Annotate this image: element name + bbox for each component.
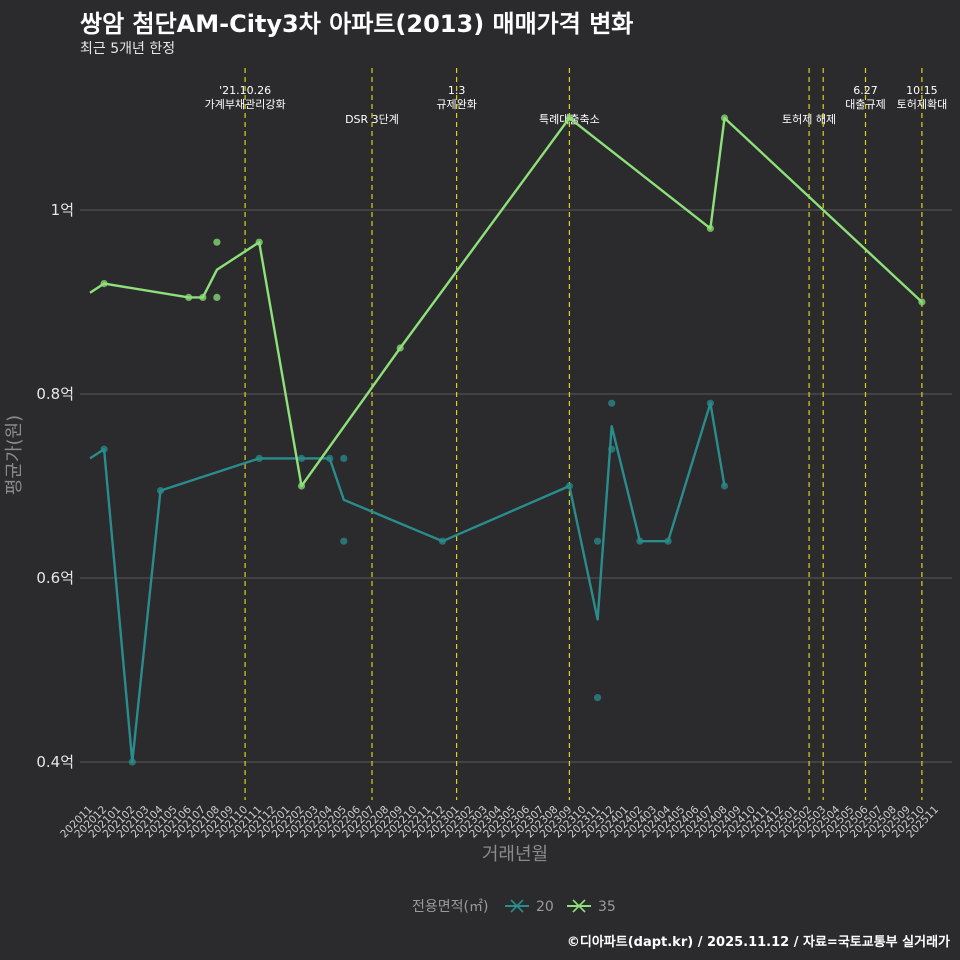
data-point-20 <box>255 454 263 462</box>
legend-label-20: 20 <box>536 899 554 915</box>
data-point-20 <box>594 694 602 702</box>
y-axis-label: 평균가(원) <box>4 415 25 495</box>
y-tick-label: 1억 <box>51 201 74 219</box>
data-point-35 <box>706 224 715 232</box>
event-label: 6.27 <box>853 84 878 97</box>
data-point-20 <box>565 482 574 490</box>
data-point-35 <box>100 280 108 288</box>
y-axis-ticks: 0.4억 0.6억 0.8억 1억 <box>36 201 74 771</box>
data-point-20 <box>608 399 616 407</box>
event-label: 1.3 <box>448 84 466 97</box>
y-tick-label: 0.8억 <box>36 385 74 403</box>
legend-label-35: 35 <box>598 899 616 915</box>
data-point-20 <box>297 454 306 462</box>
legend-key-mark-20 <box>510 899 524 913</box>
legend-key-mark-35 <box>572 899 586 913</box>
event-label: DSR 3단계 <box>345 113 399 126</box>
y-tick-label: 0.4억 <box>36 753 74 771</box>
data-point-20 <box>128 758 136 766</box>
event-label: 토허제 해제 <box>782 112 836 126</box>
data-point-35 <box>185 293 193 301</box>
grid-layer <box>80 209 952 763</box>
data-point-35 <box>565 114 574 122</box>
data-point-35 <box>396 344 404 352</box>
series-line-20 <box>89 402 726 764</box>
data-point-20 <box>608 445 616 453</box>
data-point-20 <box>664 537 672 545</box>
x-axis-ticks: 2020112020122021012021022021032021042021… <box>58 803 941 840</box>
data-point-35 <box>199 293 207 301</box>
event-label: 대출규제 <box>845 98 885 111</box>
data-point-35 <box>213 293 221 301</box>
chart-subtitle: 최근 5개년 한정 <box>80 41 176 57</box>
data-point-20 <box>720 482 729 490</box>
data-point-20 <box>340 537 348 545</box>
data-point-20 <box>438 537 447 545</box>
data-point-35 <box>720 114 729 122</box>
data-point-20 <box>100 445 108 453</box>
data-point-35 <box>918 298 926 306</box>
data-point-35 <box>297 482 306 490</box>
legend: 전용면적(㎡) 20 35 <box>412 899 616 915</box>
event-label: 규제완화 <box>436 98 476 111</box>
series-layer <box>89 114 926 766</box>
event-label: '21.10.26 <box>219 84 271 97</box>
data-point-20 <box>340 454 348 462</box>
data-point-20 <box>594 537 602 545</box>
chart-title: 쌍암 첨단AM-City3차 아파트(2013) 매매가격 변화 <box>80 10 634 38</box>
y-tick-label: 0.6억 <box>36 569 74 587</box>
data-point-20 <box>706 399 715 407</box>
event-label: 가계부채관리강화 <box>205 98 286 111</box>
source-credit: ©디아파트(dapt.kr) / 2025.11.12 / 자료=국토교통부 실… <box>566 935 950 950</box>
event-label: 10.15 <box>906 84 938 97</box>
event-label: 토허제확대 <box>897 98 948 111</box>
series-line-35 <box>89 116 923 488</box>
data-point-20 <box>636 537 644 545</box>
data-point-20 <box>326 454 334 462</box>
legend-title: 전용면적(㎡) <box>412 899 488 915</box>
data-point-35 <box>213 238 221 246</box>
data-point-35 <box>255 238 263 246</box>
data-point-20 <box>156 487 165 495</box>
x-axis-label: 거래년월 <box>482 844 548 865</box>
